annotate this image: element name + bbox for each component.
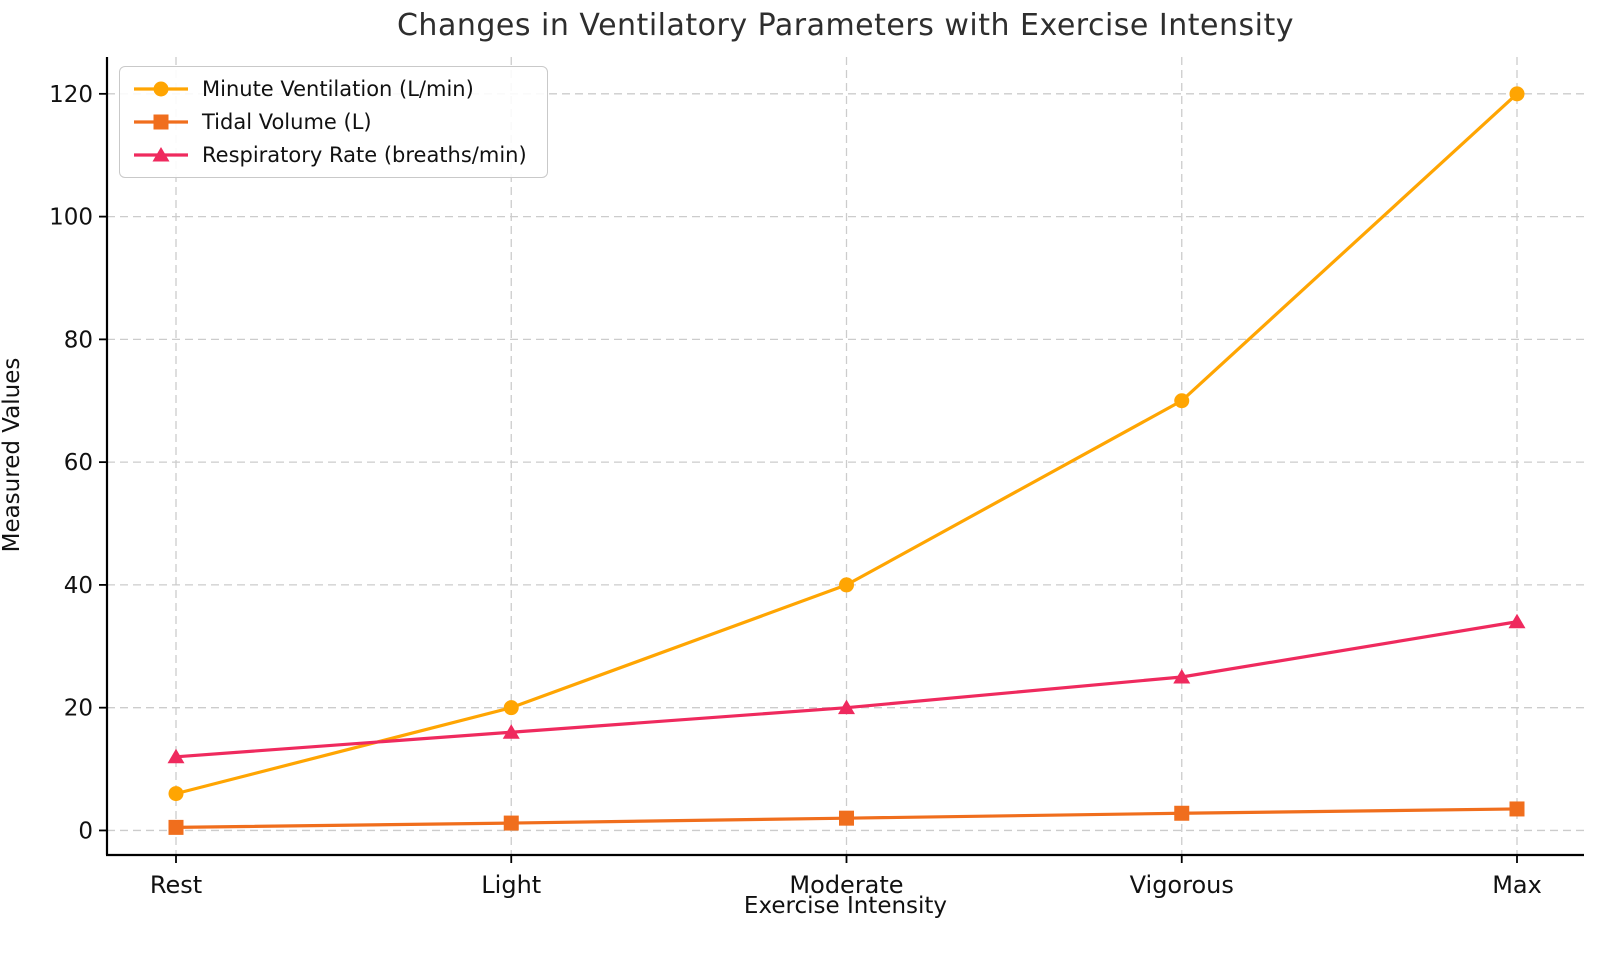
- square-marker-icon: [839, 810, 854, 826]
- legend: Minute Ventilation (L/min) Tidal Volume (…: [119, 66, 548, 178]
- square-marker-icon: [153, 114, 169, 130]
- triangle-marker-icon: [1508, 613, 1526, 629]
- square-marker-icon: [503, 815, 519, 831]
- x-tick-label: Max: [1492, 871, 1542, 899]
- y-tick-label: 0: [78, 818, 93, 844]
- x-tick-label: Moderate: [789, 871, 903, 899]
- triangle-marker-icon: [167, 748, 185, 764]
- square-marker-icon: [168, 819, 184, 835]
- square-marker-icon: [1509, 801, 1525, 817]
- legend-item-label: Tidal Volume (L): [202, 110, 372, 134]
- legend-item: Minute Ventilation (L/min): [132, 77, 527, 101]
- circle-marker-icon: [503, 700, 519, 716]
- y-tick-label: 100: [49, 205, 93, 231]
- y-tick-label: 120: [49, 82, 93, 108]
- legend-item: Tidal Volume (L): [132, 110, 527, 134]
- y-tick-label: 20: [64, 696, 93, 722]
- legend-item: Respiratory Rate (breaths/min): [132, 143, 527, 167]
- circle-marker-icon: [168, 786, 184, 802]
- y-tick-label: 40: [64, 573, 93, 599]
- square-marker-icon: [1174, 805, 1190, 821]
- legend-key-icon: [134, 81, 188, 97]
- y-tick-label: 60: [64, 450, 93, 476]
- triangle-marker-icon: [502, 724, 520, 739]
- y-tick-label: 80: [64, 327, 93, 353]
- x-tick-label: Vigorous: [1130, 871, 1234, 899]
- legend-item-label: Respiratory Rate (breaths/min): [202, 143, 527, 167]
- legend-item-label: Minute Ventilation (L/min): [202, 77, 474, 101]
- x-axis-label: Exercise Intensity: [743, 893, 948, 919]
- x-tick-label: Light: [481, 871, 541, 899]
- circle-marker-icon: [153, 81, 169, 97]
- x-tick-label: Rest: [150, 871, 202, 899]
- legend-key-icon: [134, 114, 188, 130]
- legend-key-icon: [134, 147, 188, 162]
- circle-marker-icon: [839, 577, 854, 593]
- triangle-marker-icon: [152, 147, 170, 162]
- circle-marker-icon: [1509, 86, 1525, 102]
- chart-title: Changes in Ventilatory Parameters with E…: [396, 8, 1294, 43]
- triangle-marker-icon: [1173, 668, 1191, 684]
- circle-marker-icon: [1174, 393, 1190, 409]
- triangle-marker-icon: [838, 699, 855, 715]
